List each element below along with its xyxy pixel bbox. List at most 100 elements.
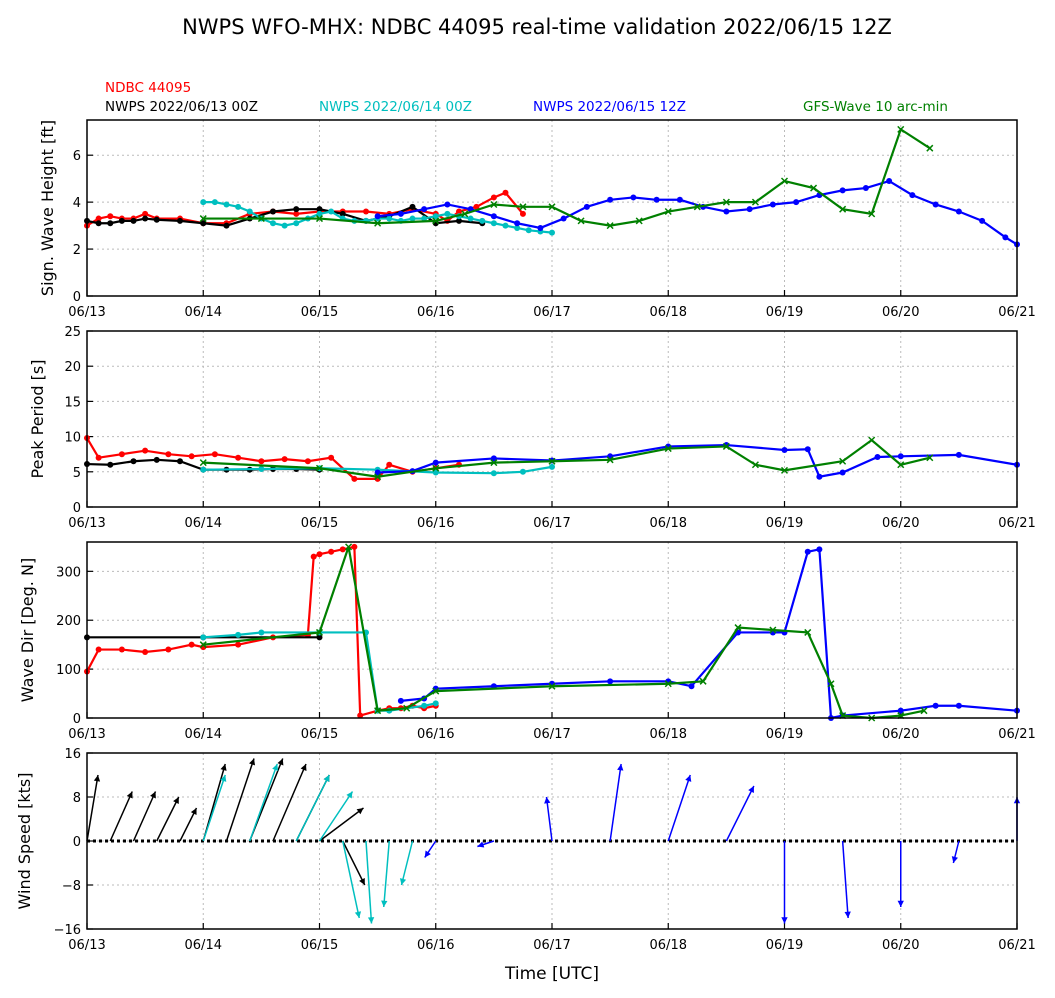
wind-arrow xyxy=(609,763,622,842)
data-point xyxy=(211,199,218,206)
wind-arrow xyxy=(545,796,553,842)
data-point xyxy=(932,702,939,709)
data-point xyxy=(130,217,137,224)
data-point xyxy=(421,215,428,222)
y-tick-label: 8 xyxy=(73,791,81,806)
wind-arrow xyxy=(841,840,849,919)
wind-arrow-head xyxy=(150,791,156,799)
data-point xyxy=(693,203,701,211)
data-point xyxy=(630,194,637,201)
wind-arrow-head xyxy=(300,764,307,771)
data-point xyxy=(421,702,428,709)
data-point xyxy=(432,687,440,695)
data-point xyxy=(456,208,462,215)
x-tick-label: 06/17 xyxy=(533,305,570,320)
wind-arrow xyxy=(202,774,226,842)
data-point xyxy=(165,451,172,458)
data-point xyxy=(315,215,324,223)
data-point xyxy=(955,451,962,458)
x-tick-label: 06/14 xyxy=(185,727,222,742)
data-point xyxy=(142,215,149,222)
y-tick-label: 200 xyxy=(56,614,81,629)
data-point xyxy=(664,445,672,453)
data-point xyxy=(310,553,317,560)
data-point xyxy=(699,677,707,685)
data-point xyxy=(514,220,521,227)
wind-arrow xyxy=(400,840,414,886)
data-point xyxy=(257,215,265,223)
data-point xyxy=(1002,234,1009,241)
wind-arrow-head xyxy=(544,797,551,804)
data-point xyxy=(421,206,428,213)
data-point xyxy=(839,457,847,465)
wind-arrow-head xyxy=(399,878,407,885)
data-point xyxy=(473,203,480,210)
wind-arrow xyxy=(318,791,354,842)
data-point xyxy=(403,704,411,712)
data-point xyxy=(142,649,149,655)
y-tick-label: 6 xyxy=(73,149,81,164)
wind-arrow xyxy=(342,840,366,886)
x-tick-label: 06/19 xyxy=(766,938,803,953)
wind-arrow xyxy=(365,840,373,924)
data-point xyxy=(374,707,382,715)
data-point xyxy=(432,464,440,472)
data-point xyxy=(107,461,114,468)
data-point xyxy=(118,451,125,458)
x-tick-label: 06/13 xyxy=(68,727,105,742)
data-point xyxy=(897,125,905,133)
wind-arrow xyxy=(86,774,99,842)
data-point xyxy=(432,213,439,220)
data-point xyxy=(142,447,149,454)
data-point xyxy=(502,222,509,229)
wind-arrow-head xyxy=(346,791,353,799)
x-tick-label: 06/17 xyxy=(533,727,570,742)
data-point xyxy=(868,210,876,218)
data-point xyxy=(461,210,469,218)
data-point xyxy=(397,697,404,704)
data-point xyxy=(746,206,753,213)
data-point xyxy=(386,215,393,222)
data-point xyxy=(293,220,300,227)
wind-arrow-head xyxy=(190,808,197,815)
data-point xyxy=(816,473,823,480)
data-point xyxy=(130,458,137,465)
x-tick-label: 06/20 xyxy=(882,727,919,742)
wind-arrow-head xyxy=(323,775,330,782)
x-tick-label: 06/13 xyxy=(68,516,105,531)
x-tick-label: 06/13 xyxy=(68,938,105,953)
wind-arrow xyxy=(295,774,330,842)
data-point xyxy=(514,224,521,231)
x-tick-label: 06/15 xyxy=(301,305,338,320)
data-point xyxy=(374,473,382,481)
data-point xyxy=(199,641,207,649)
data-point xyxy=(363,208,369,215)
x-tick-label: 06/16 xyxy=(417,938,454,953)
data-point xyxy=(456,217,462,224)
data-point xyxy=(780,466,789,474)
panel-1: 06/13 06/14 06/15 06/16 06/17 06/18 06/19 06/20… xyxy=(28,325,1036,531)
data-point xyxy=(409,203,416,210)
y-tick-label: −16 xyxy=(54,923,81,938)
wind-arrow xyxy=(132,791,157,842)
data-point xyxy=(95,646,102,653)
data-point xyxy=(235,203,242,210)
data-point xyxy=(827,680,835,688)
y-tick-label: −8 xyxy=(62,879,81,894)
data-point xyxy=(722,442,730,450)
wind-arrow xyxy=(667,774,691,842)
data-point xyxy=(270,208,276,215)
data-point xyxy=(548,203,556,211)
y-tick-label: 25 xyxy=(64,325,81,340)
y-axis-label: Peak Period [s] xyxy=(28,360,47,479)
wind-arrow-head xyxy=(477,841,485,848)
x-tick-label: 06/14 xyxy=(185,516,222,531)
plot-frame xyxy=(86,119,1018,297)
x-tick-label: 06/21 xyxy=(998,938,1035,953)
x-tick-label: 06/14 xyxy=(185,305,222,320)
wind-arrow xyxy=(272,763,307,842)
data-point xyxy=(490,213,497,220)
data-point xyxy=(804,446,811,453)
data-point xyxy=(339,210,346,217)
y-tick-label: 4 xyxy=(73,196,81,211)
